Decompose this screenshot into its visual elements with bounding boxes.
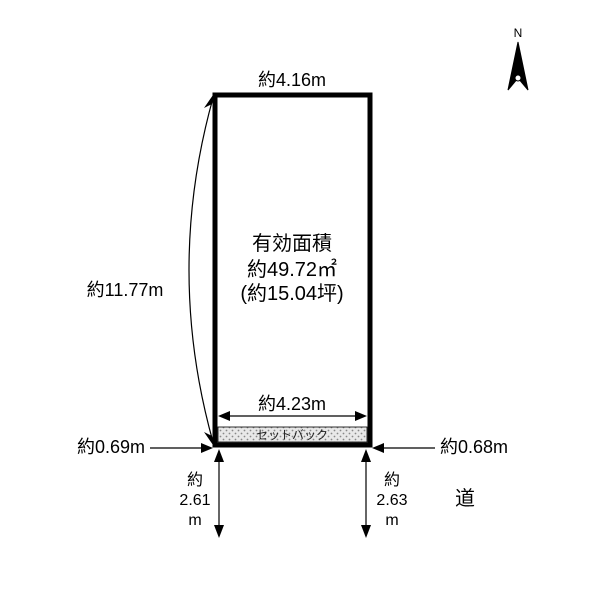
road-left-b: 2.61	[179, 492, 210, 509]
dim-left: 約11.77m	[87, 95, 213, 445]
setback-label: セットバック	[256, 428, 328, 442]
offset-left: 約0.69m	[77, 437, 213, 457]
offset-right-label: 約0.68m	[440, 437, 508, 457]
setback-strip: セットバック	[218, 427, 367, 442]
road-left-a: 約	[187, 471, 203, 489]
road-left-arrow: 約 2.61 m	[179, 449, 224, 538]
road-right-a: 約	[384, 471, 400, 489]
road-left-c: m	[188, 512, 201, 529]
dim-left-label: 約11.77m	[87, 280, 164, 300]
plot-diagram: N セットバック 約4.16m 約11.77m 約4.23m	[0, 0, 600, 600]
center-line1: 有効面積	[252, 232, 332, 255]
road-right-c: m	[385, 512, 398, 529]
dim-top: 約4.16m	[258, 70, 326, 90]
road-right-b: 2.63	[376, 492, 407, 509]
road-right-arrow: 約 2.63 m	[361, 449, 408, 538]
center-text: 有効面積 約49.72㎡ (約15.04坪)	[240, 232, 343, 305]
road-label: 道	[455, 487, 475, 510]
center-line3: (約15.04坪)	[240, 282, 343, 305]
dim-top-label: 約4.16m	[258, 70, 326, 90]
compass-label: N	[514, 26, 523, 40]
dim-inner-bottom: 約4.23m	[218, 394, 367, 421]
compass: N	[508, 26, 528, 90]
dim-inner-bottom-label: 約4.23m	[258, 394, 326, 414]
offset-left-label: 約0.69m	[77, 437, 145, 457]
offset-right: 約0.68m	[372, 437, 508, 457]
center-line2: 約49.72㎡	[247, 257, 337, 281]
